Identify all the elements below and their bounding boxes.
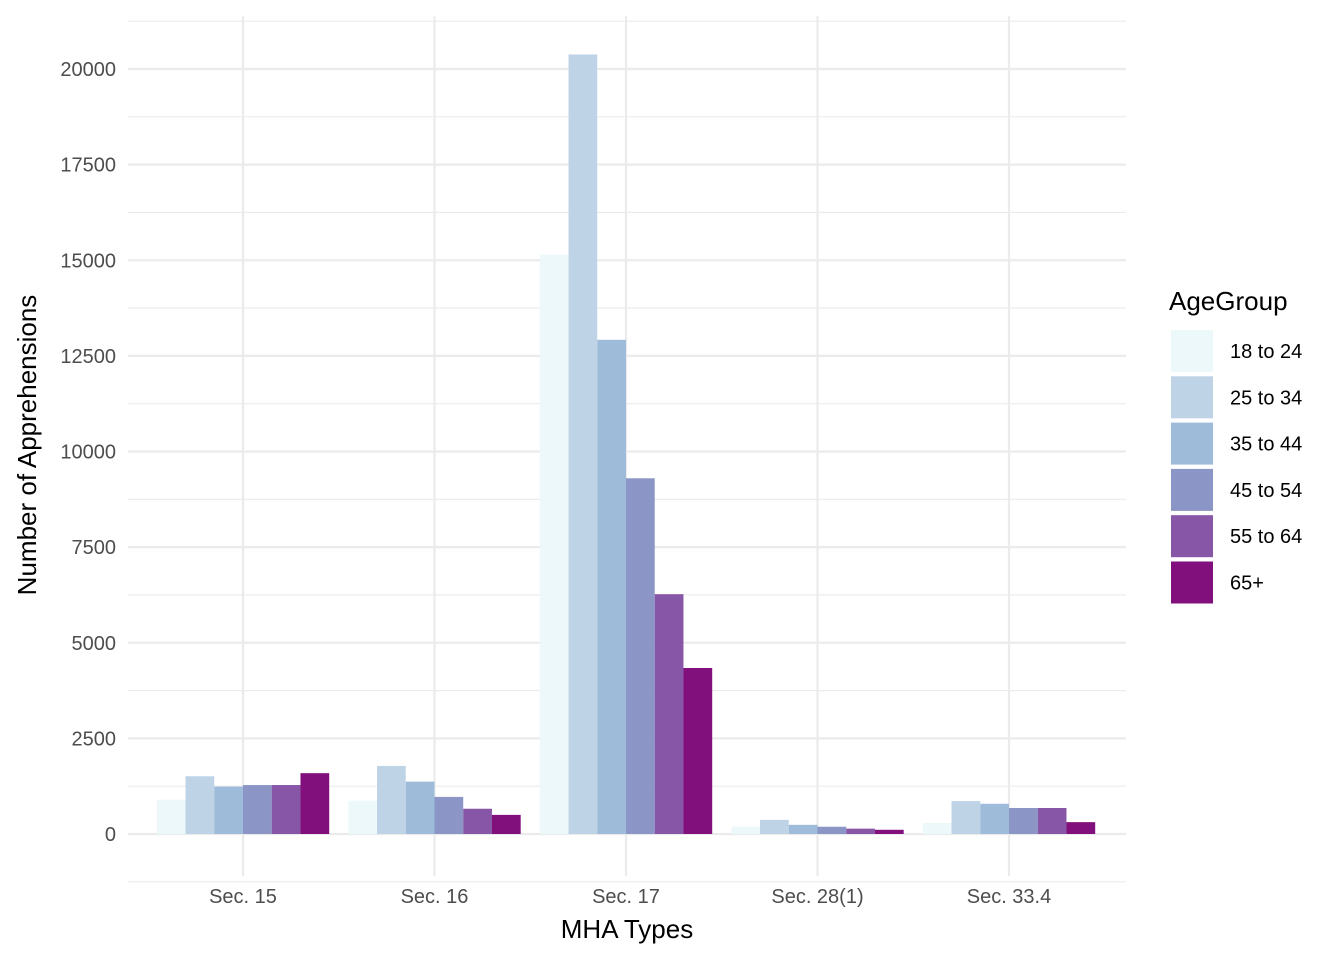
legend-key <box>1171 376 1213 419</box>
legend-label: 55 to 64 <box>1230 526 1302 548</box>
x-tick-label: Sec. 28(1) <box>771 886 863 908</box>
x-tick-label: Sec. 16 <box>401 886 469 908</box>
bar <box>654 594 684 834</box>
bar <box>597 339 626 834</box>
y-tick-label: 12500 <box>60 346 116 368</box>
bar <box>922 822 952 834</box>
bar <box>348 800 378 834</box>
bars <box>156 54 1096 835</box>
x-tick-label: Sec. 17 <box>592 886 660 908</box>
y-tick-label: 20000 <box>60 59 116 81</box>
bar <box>874 829 904 834</box>
x-tick-label: Sec. 33.4 <box>967 886 1052 908</box>
bar <box>377 765 406 834</box>
y-tick-label: 5000 <box>72 633 117 655</box>
bar <box>214 786 243 834</box>
bar <box>491 814 521 835</box>
bar <box>951 801 981 834</box>
bar <box>185 776 215 834</box>
bar <box>568 54 598 835</box>
legend-key <box>1171 422 1213 465</box>
bar <box>1037 807 1067 834</box>
bar <box>980 803 1009 834</box>
bar <box>817 826 847 834</box>
y-axis: 0 2500 5000 7500 10000 12500 15000 17500 20000 <box>60 59 116 846</box>
bar <box>846 828 875 834</box>
bar <box>271 785 301 834</box>
bar <box>760 819 789 834</box>
bar <box>463 808 492 834</box>
bar <box>434 796 464 834</box>
bar <box>405 781 435 834</box>
bar <box>539 254 569 834</box>
legend-label: 45 to 54 <box>1230 480 1302 502</box>
bar <box>788 824 818 834</box>
legend-label: 18 to 24 <box>1230 341 1302 363</box>
y-tick-label: 15000 <box>60 250 116 272</box>
legend-label: 35 to 44 <box>1230 434 1302 456</box>
bar <box>1066 822 1096 834</box>
legend-label: 25 to 34 <box>1230 387 1302 409</box>
legend-key <box>1171 468 1213 511</box>
bar <box>683 668 713 834</box>
y-tick-label: 7500 <box>72 537 117 559</box>
y-axis-title: Number of Apprehensions <box>12 295 42 596</box>
bar <box>243 785 272 834</box>
legend-key <box>1171 515 1213 558</box>
legend: AgeGroup 18 to 24 25 to 34 35 to 44 45 to 5… <box>1169 286 1302 604</box>
legend-key <box>1171 561 1213 604</box>
bar <box>626 478 655 834</box>
y-tick-label: 17500 <box>60 155 116 177</box>
legend-label: 65+ <box>1230 573 1264 595</box>
bar <box>731 826 761 834</box>
y-tick-label: 0 <box>105 824 116 846</box>
bar <box>1009 807 1038 834</box>
x-axis-title: MHA Types <box>561 914 693 944</box>
x-axis: Sec. 15 Sec. 16 Sec. 17 Sec. 28(1) Sec. 33.4 <box>209 886 1051 908</box>
x-tick-label: Sec. 15 <box>209 886 277 908</box>
bar <box>156 799 186 834</box>
legend-title: AgeGroup <box>1169 286 1288 316</box>
y-tick-label: 2500 <box>72 728 117 750</box>
legend-key <box>1171 330 1213 372</box>
bar <box>300 773 330 834</box>
y-tick-label: 10000 <box>60 442 116 464</box>
